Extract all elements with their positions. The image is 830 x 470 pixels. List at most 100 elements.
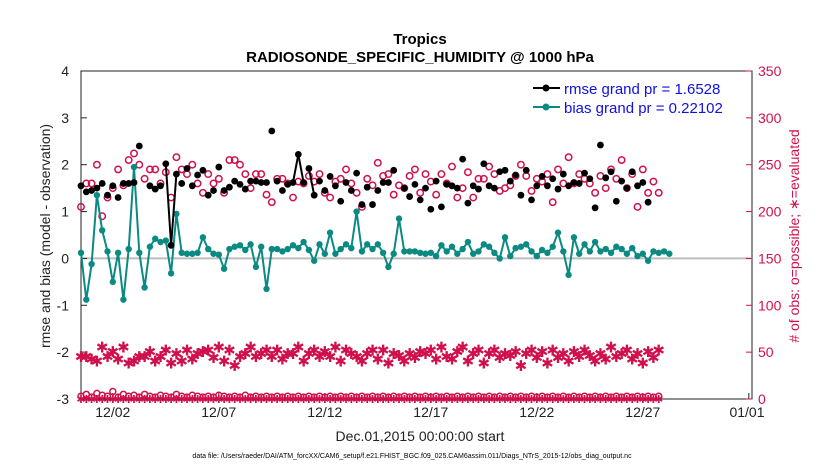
obs-evaluated-marker: ✱ <box>488 341 501 359</box>
rmse-point <box>644 198 652 206</box>
rmse-series-line <box>297 154 305 183</box>
bias-point <box>443 248 450 255</box>
rmse-point <box>337 197 345 205</box>
obs-evaluated-marker: ✱ <box>626 351 639 369</box>
rmse-point <box>549 175 557 183</box>
obs-possible-marker <box>267 198 276 207</box>
obs-evaluated-marker: ✱ <box>138 348 151 366</box>
obs-possible-marker <box>204 170 213 179</box>
obs-possible-marker <box>638 165 647 174</box>
y-right-tick-label: 150 <box>758 250 782 266</box>
obs-evaluated-marker: ✱ <box>414 343 427 361</box>
obs-possible-marker <box>448 162 456 171</box>
obs-evaluated-low-marker: ✱ <box>447 393 456 406</box>
bias-point <box>507 252 514 260</box>
obs-evaluated-low-marker: ✱ <box>182 393 191 406</box>
bias-point <box>83 296 90 303</box>
obs-evaluated-marker: ✱ <box>584 347 597 365</box>
bias-point <box>210 250 217 257</box>
rmse-point <box>432 177 440 185</box>
rmse-point <box>522 166 530 174</box>
rmse-point <box>363 183 371 191</box>
obs-evaluated-marker: ✱ <box>562 353 575 371</box>
x-tick-label: 12/22 <box>519 404 554 420</box>
obs-possible-marker <box>230 156 239 164</box>
bias-point <box>183 250 191 257</box>
obs-evaluated-marker: ✱ <box>621 341 634 359</box>
rmse-point <box>210 187 217 194</box>
bias-point <box>517 243 525 250</box>
obs-evaluated-marker: ✱ <box>345 345 358 363</box>
obs-evaluated-low-marker: ✱ <box>384 393 393 406</box>
obs-possible-marker <box>527 187 536 195</box>
rmse-point <box>226 183 233 191</box>
bias-point <box>93 191 101 199</box>
bias-point <box>379 249 387 257</box>
bias-point <box>438 242 445 249</box>
rmse-point <box>146 182 154 190</box>
obs-evaluated-marker: ✱ <box>292 338 305 356</box>
rmse-point <box>120 180 127 187</box>
obs-possible-marker <box>151 165 160 174</box>
rmse-point <box>459 155 467 163</box>
obs-evaluated-marker: ✱ <box>552 349 565 367</box>
obs-evaluated-marker: ✱ <box>329 338 342 356</box>
rmse-point <box>199 166 207 174</box>
bias-point <box>258 243 265 250</box>
obs-evaluated-marker: ✱ <box>462 353 475 371</box>
obs-evaluated-low-marker: ✱ <box>262 393 271 406</box>
obs-evaluated-marker: ✱ <box>409 349 422 367</box>
obs-evaluated-marker: ✱ <box>509 343 522 361</box>
bias-point <box>226 245 233 253</box>
rmse-point <box>252 177 260 185</box>
bias-point <box>470 250 477 257</box>
rmse-point <box>263 179 270 186</box>
bias-point <box>152 235 159 242</box>
rmse-point <box>374 187 382 194</box>
obs-evaluated-marker: ✱ <box>175 353 188 371</box>
obs-evaluated-low-marker: ✱ <box>161 393 170 406</box>
obs-evaluated-low-marker: ✱ <box>479 393 488 406</box>
rmse-point <box>300 179 308 186</box>
rmse-point <box>400 184 408 192</box>
rmse-point <box>538 173 546 180</box>
obs-evaluated-low-marker: ✱ <box>103 393 112 406</box>
obs-evaluated-low-marker: ✱ <box>124 393 133 406</box>
obs-evaluated-marker: ✱ <box>546 341 559 359</box>
rmse-point <box>114 194 122 201</box>
x-tick-label: 12/27 <box>625 404 660 420</box>
obs-possible-marker <box>463 168 472 177</box>
rmse-point <box>485 182 493 190</box>
rmse-series-line <box>170 174 178 246</box>
obs-evaluated-marker: ✱ <box>308 341 321 359</box>
rmse-point <box>215 163 223 171</box>
obs-evaluated-low-marker: ✱ <box>633 393 642 406</box>
obs-evaluated-marker: ✱ <box>260 341 273 359</box>
obs-evaluated-low-marker: ✱ <box>511 393 520 406</box>
obs-evaluated-marker: ✱ <box>186 351 199 369</box>
obs-evaluated-marker: ✱ <box>531 349 544 367</box>
rmse-point <box>634 182 641 190</box>
rmse-point <box>347 187 355 194</box>
rmse-point <box>602 174 610 182</box>
obs-evaluated-low-marker: ✱ <box>495 393 504 406</box>
obs-evaluated-low-marker: ✱ <box>251 393 260 406</box>
bias-point <box>364 241 371 248</box>
obs-evaluated-low-marker: ✱ <box>98 393 107 406</box>
bias-point <box>295 244 302 252</box>
bias-point <box>332 250 339 257</box>
rmse-point <box>268 127 276 135</box>
obs-evaluated-low-marker: ✱ <box>129 393 138 406</box>
bias-point <box>454 250 461 257</box>
obs-possible-marker <box>140 174 149 183</box>
obs-evaluated-low-marker: ✱ <box>299 393 308 406</box>
obs-evaluated-marker: ✱ <box>478 354 491 372</box>
obs-evaluated-marker: ✱ <box>117 338 130 356</box>
obs-evaluated-marker: ✱ <box>589 353 602 371</box>
obs-evaluated-marker: ✱ <box>276 351 289 369</box>
obs-evaluated-marker: ✱ <box>271 341 284 359</box>
bias-point <box>432 252 440 260</box>
bias-point <box>141 284 148 291</box>
rmse-point <box>453 184 461 192</box>
y-tick-label: -1 <box>57 297 70 313</box>
